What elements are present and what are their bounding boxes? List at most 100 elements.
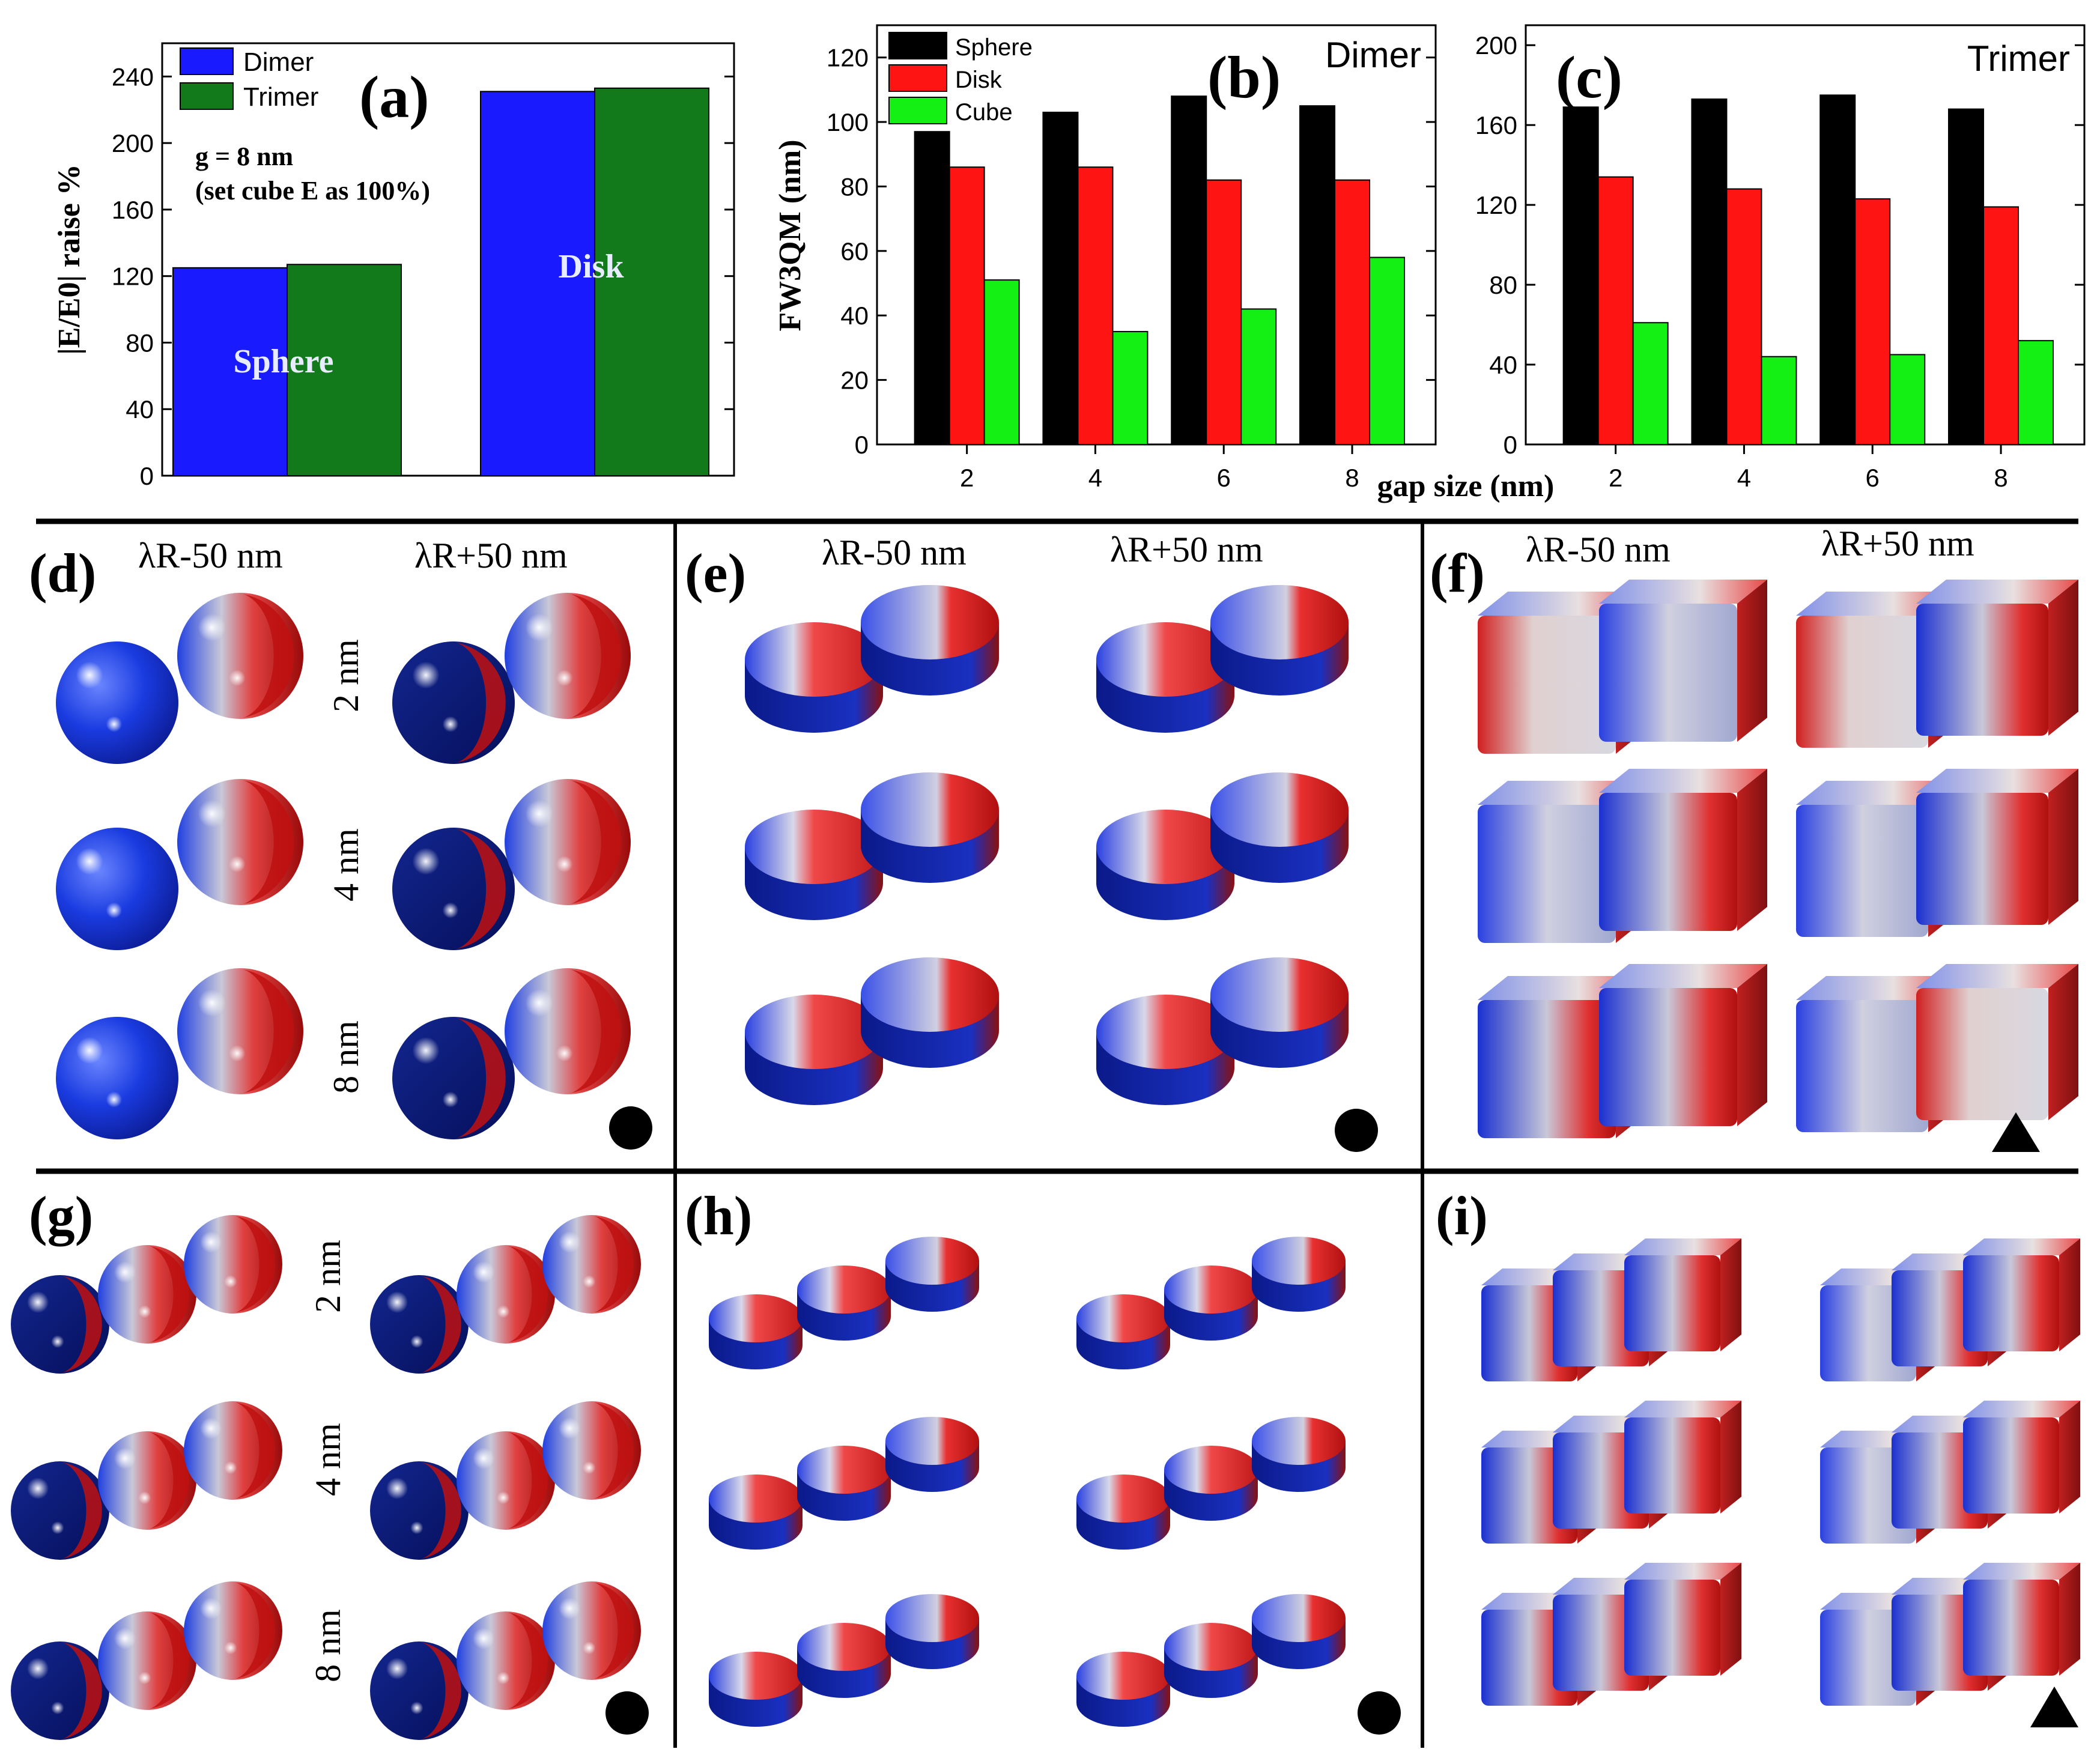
nanodisk — [1076, 1652, 1170, 1727]
nanosphere — [505, 779, 631, 905]
disk-top — [861, 772, 999, 847]
disk-top — [1076, 1475, 1170, 1523]
nanodisk — [885, 1417, 979, 1492]
disk-top — [1096, 810, 1234, 884]
sphere-highlight — [412, 847, 440, 875]
sphere-highlight — [229, 856, 246, 873]
sphere-red-lobe — [243, 969, 294, 1093]
sphere-red-lobe — [62, 1462, 102, 1559]
field-panels — [11, 580, 2080, 1740]
y-tick-label: 20 — [840, 366, 869, 395]
sphere-highlight — [229, 670, 246, 687]
nanodisk — [1096, 622, 1234, 733]
disk-top — [1252, 1594, 1346, 1642]
gap-label-g-4: 4 nm — [308, 1423, 348, 1496]
cube-side — [2048, 769, 2078, 925]
disk-top — [1252, 1417, 1346, 1465]
sphere-highlight — [386, 1291, 408, 1314]
x-tick-label: 6 — [1217, 464, 1231, 492]
nanosphere — [542, 1581, 641, 1680]
sphere-red-lobe — [571, 969, 622, 1093]
legend-label: Dimer — [243, 47, 314, 77]
bar-gap2-cube — [1632, 322, 1669, 445]
sphere-highlight — [556, 856, 573, 873]
annotation-reference: (set cube E as 100%) — [195, 176, 430, 205]
cube-front — [1599, 604, 1737, 742]
chart-a: 0 40 80 120 160 200 240 Sphere Disk Dimer Trimer (a… — [52, 42, 735, 490]
nanodisk — [861, 957, 999, 1068]
sphere-highlight — [497, 1491, 510, 1505]
y-tick-label: 100 — [827, 108, 869, 136]
cube-top — [1624, 1401, 1741, 1417]
disk-top — [709, 1475, 803, 1523]
bar-gap2-cube — [983, 279, 1020, 445]
sphere-highlight — [497, 1672, 510, 1685]
nanodisk — [1210, 957, 1349, 1068]
sphere-red-lobe — [594, 1216, 634, 1313]
chart-title-c: Trimer — [1967, 38, 2070, 79]
sphere-highlight — [198, 989, 226, 1017]
disk-top — [1210, 772, 1349, 847]
panel-label-d: (d) — [29, 542, 96, 604]
sphere-red-lobe — [62, 1642, 102, 1739]
sphere-red-lobe — [422, 1276, 461, 1373]
marker-circle-g — [605, 1691, 649, 1735]
sphere-red-lobe — [62, 1276, 102, 1373]
nanosphere — [505, 968, 631, 1094]
sphere-highlight — [27, 1291, 49, 1314]
sphere-highlight — [106, 1091, 123, 1108]
y-tick-label: 160 — [112, 196, 154, 224]
cube-side — [2048, 580, 2078, 736]
sphere-red-lobe — [571, 780, 622, 904]
panel-label-c: (c) — [1556, 44, 1622, 111]
disk-top — [1164, 1265, 1258, 1314]
sphere-highlight — [442, 902, 459, 918]
sphere-highlight — [76, 847, 103, 875]
cube-front — [1599, 793, 1737, 931]
y-tick-label: 80 — [1489, 271, 1517, 299]
sphere-red-lobe — [457, 829, 506, 949]
disk-top — [861, 585, 999, 659]
nanosphere — [392, 828, 515, 950]
sphere-red-lobe — [150, 1246, 189, 1343]
nanosphere — [392, 641, 515, 764]
panel-label-e: (e) — [685, 542, 746, 604]
chart-b: 0 20 40 60 80 100 120 2 4 6 8 (b) Dimer Sphere Disk Cub… — [773, 24, 1437, 492]
sphere-highlight — [473, 1628, 495, 1650]
sphere-highlight — [497, 1305, 510, 1318]
nanosphere — [11, 1275, 109, 1374]
cube-front — [1963, 1417, 2059, 1514]
nanosphere — [370, 1461, 469, 1560]
sphere-highlight — [442, 716, 459, 732]
nanocube — [1916, 964, 2078, 1120]
nanosphere — [177, 779, 303, 905]
x-tick-label: 4 — [1088, 464, 1102, 492]
nanodisk — [1210, 772, 1349, 883]
sphere-red-lobe — [243, 780, 294, 904]
sphere-highlight — [386, 1478, 408, 1500]
disk-top — [1210, 957, 1349, 1032]
annotation-gap: g = 8 nm — [195, 142, 293, 171]
bar-gap6-disk — [1206, 179, 1242, 445]
nanodisk — [709, 1294, 803, 1369]
nanosphere — [177, 968, 303, 1094]
sphere-highlight — [198, 799, 226, 828]
disk-top — [1252, 1237, 1346, 1285]
sphere-highlight — [559, 1417, 581, 1440]
nanodisk — [1252, 1417, 1346, 1492]
sphere-highlight — [556, 1045, 573, 1062]
marker-circle-e — [1335, 1109, 1378, 1152]
nanodisk — [885, 1237, 979, 1312]
nanocube — [1624, 1563, 1741, 1676]
cube-side — [1720, 1563, 1741, 1676]
bar-disk-dimer — [480, 91, 595, 477]
sphere-red-lobe — [457, 643, 506, 763]
sphere-body — [56, 1017, 178, 1139]
cube-front — [1796, 616, 1928, 748]
sphere-red-lobe — [422, 1642, 461, 1739]
nanosphere — [457, 1431, 555, 1530]
gap-label-d-2: 2 nm — [326, 639, 366, 712]
nanocube — [1916, 580, 2078, 736]
cube-front — [1963, 1255, 2059, 1351]
nanosphere — [370, 1275, 469, 1374]
